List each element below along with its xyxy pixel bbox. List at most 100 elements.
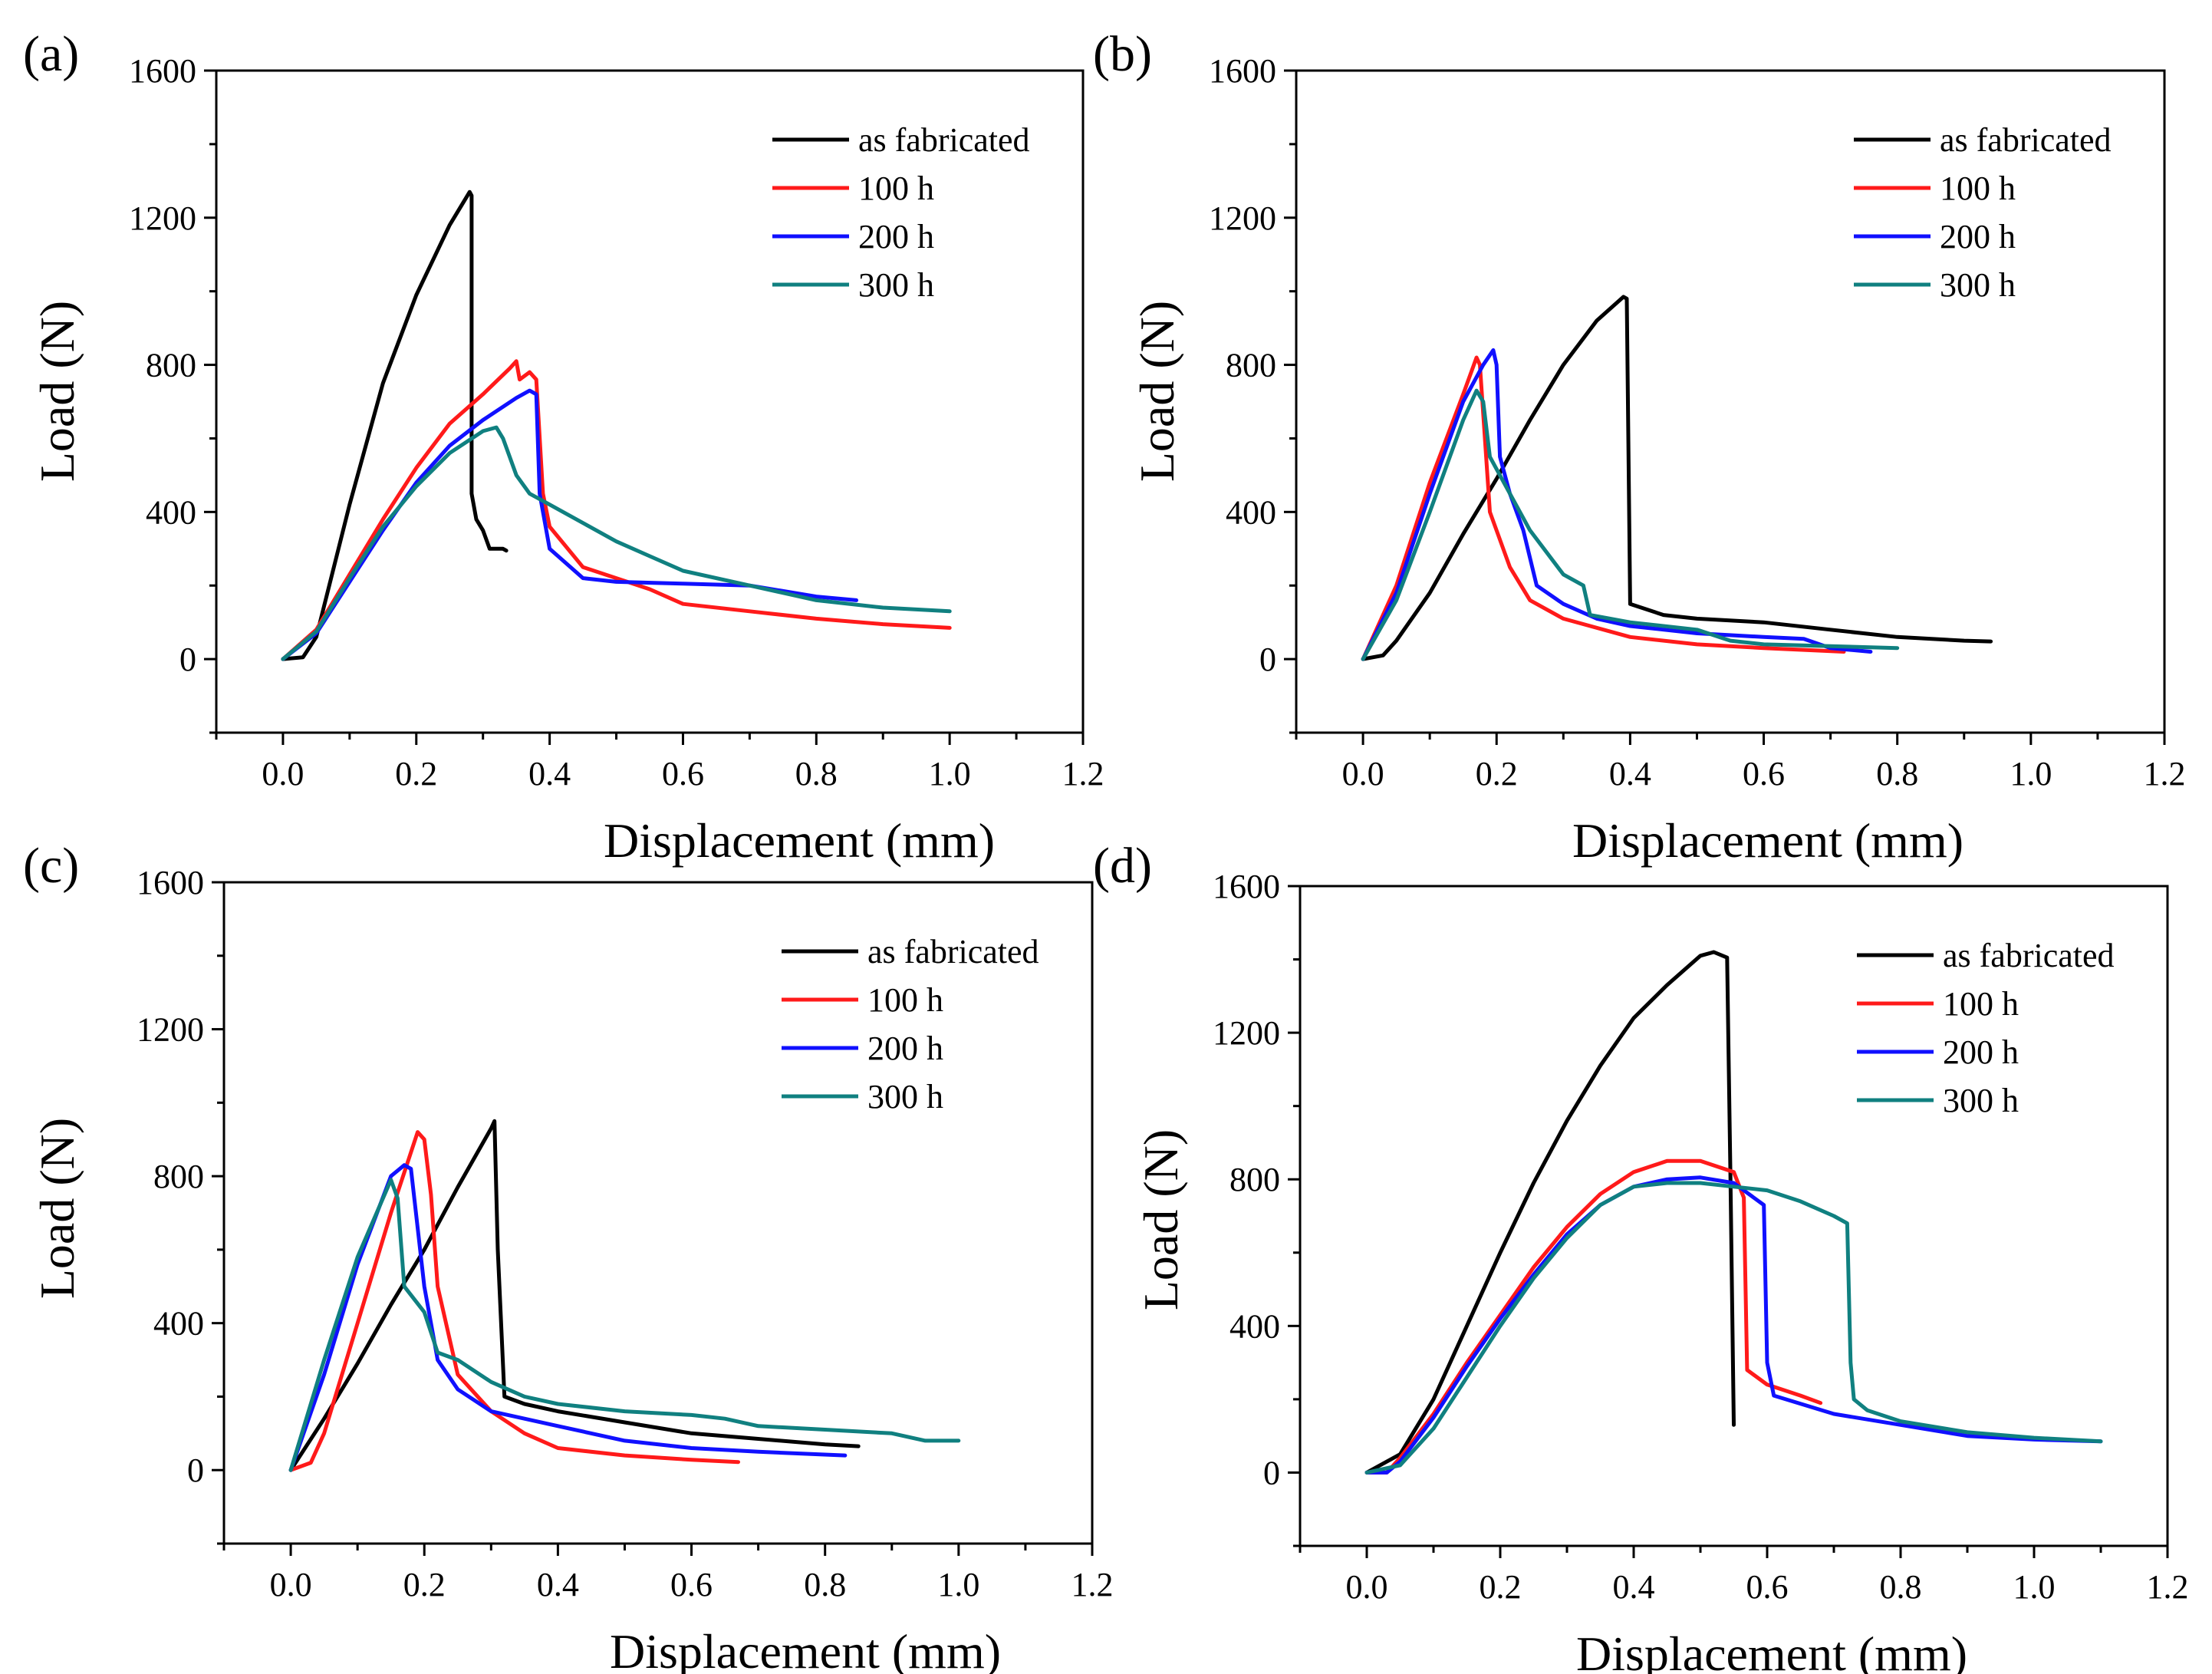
x-axis-title: Displacement (mm) bbox=[610, 1624, 1001, 1674]
plot-frame bbox=[215, 69, 1085, 734]
x-tick-label: 0.6 bbox=[670, 1566, 713, 1603]
legend-label: 200 h bbox=[858, 218, 934, 255]
series-line-1 bbox=[288, 1130, 740, 1472]
series-line-0 bbox=[1361, 295, 1993, 661]
legend-label: 200 h bbox=[867, 1030, 943, 1067]
y-tick-label: 800 bbox=[153, 1158, 204, 1195]
legend-label: 300 h bbox=[1943, 1082, 2019, 1119]
y-axis-title: Load (N) bbox=[1130, 301, 1184, 482]
y-tick-label: 1200 bbox=[1213, 1014, 1280, 1052]
y-tick-label: 0 bbox=[1263, 1454, 1280, 1491]
y-tick-label: 800 bbox=[146, 347, 196, 384]
series-line-1 bbox=[1364, 1158, 1823, 1475]
series-line-3 bbox=[1361, 388, 1900, 661]
y-tick-label: 800 bbox=[1226, 347, 1276, 384]
y-tick-label: 800 bbox=[1229, 1161, 1280, 1198]
legend-label: as fabricated bbox=[867, 933, 1039, 970]
y-axis-title: Load (N) bbox=[1134, 1129, 1188, 1310]
x-tick-label: 0.6 bbox=[662, 755, 704, 793]
series-line-0 bbox=[1364, 950, 1736, 1475]
x-axis-title: Displacement (mm) bbox=[1576, 1626, 1967, 1674]
x-tick-label: 0.4 bbox=[537, 1566, 579, 1603]
y-tick-label: 1200 bbox=[1209, 199, 1276, 237]
x-tick-label: 1.2 bbox=[1071, 1566, 1114, 1603]
legend-label: 300 h bbox=[858, 266, 934, 304]
x-tick-label: 0.8 bbox=[1876, 755, 1918, 793]
series-line-1 bbox=[1361, 355, 1846, 661]
panel-label: (c) bbox=[23, 838, 79, 894]
y-tick-label: 1600 bbox=[1213, 868, 1280, 905]
series-line-2 bbox=[1361, 348, 1873, 661]
legend-label: 200 h bbox=[1940, 218, 2016, 255]
series-line-3 bbox=[288, 1178, 961, 1472]
x-tick-label: 0.0 bbox=[262, 755, 304, 793]
x-tick-label: 1.2 bbox=[2144, 755, 2186, 793]
legend-label: 300 h bbox=[1940, 266, 2016, 304]
plot-frame bbox=[1299, 885, 2169, 1547]
series-line-3 bbox=[281, 425, 952, 661]
y-tick-label: 400 bbox=[153, 1305, 204, 1343]
panel-label: (b) bbox=[1093, 26, 1152, 82]
x-tick-label: 0.8 bbox=[1880, 1568, 1922, 1606]
x-tick-label: 0.8 bbox=[795, 755, 838, 793]
legend-label: 200 h bbox=[1943, 1033, 2019, 1071]
y-axis-title: Load (N) bbox=[30, 1118, 84, 1299]
x-tick-label: 1.2 bbox=[1062, 755, 1104, 793]
y-tick-label: 0 bbox=[1259, 641, 1276, 678]
plot-frame bbox=[1295, 69, 2166, 734]
x-tick-label: 1.0 bbox=[2010, 755, 2052, 793]
y-tick-label: 400 bbox=[146, 493, 196, 531]
y-tick-label: 0 bbox=[179, 641, 196, 678]
x-tick-label: 0.2 bbox=[1480, 1568, 1522, 1606]
legend-label: as fabricated bbox=[858, 121, 1030, 159]
plot-frame bbox=[222, 881, 1094, 1545]
series-line-0 bbox=[288, 1119, 861, 1472]
y-tick-label: 400 bbox=[1229, 1307, 1280, 1345]
y-tick-label: 1600 bbox=[129, 52, 196, 90]
x-tick-label: 0.6 bbox=[1746, 1568, 1789, 1606]
x-tick-label: 0.4 bbox=[1609, 755, 1651, 793]
x-tick-label: 1.0 bbox=[2013, 1568, 2056, 1606]
legend-label: as fabricated bbox=[1940, 121, 2112, 159]
x-axis-title: Displacement (mm) bbox=[604, 813, 995, 868]
x-tick-label: 1.0 bbox=[937, 1566, 979, 1603]
x-tick-label: 0.6 bbox=[1743, 755, 1785, 793]
chart-panel: (b) 0.0 0.2 0.4 0.6 0.8 1.0 1.2 0 400 800 1200 1600 D… bbox=[1093, 26, 2186, 868]
x-axis-title: Displacement (mm) bbox=[1572, 813, 1963, 868]
legend-label: 100 h bbox=[858, 170, 934, 207]
panel-label: (a) bbox=[23, 26, 79, 82]
x-tick-label: 0.2 bbox=[395, 755, 437, 793]
y-axis-title: Load (N) bbox=[30, 301, 84, 482]
series-line-2 bbox=[281, 388, 858, 661]
y-tick-label: 1600 bbox=[137, 864, 204, 901]
x-tick-label: 1.2 bbox=[2147, 1568, 2189, 1606]
series-line-2 bbox=[1364, 1175, 2103, 1475]
series-line-3 bbox=[1364, 1181, 2103, 1475]
y-tick-label: 400 bbox=[1226, 493, 1276, 531]
series-line-1 bbox=[281, 359, 952, 661]
x-tick-label: 0.0 bbox=[270, 1566, 312, 1603]
legend-label: 100 h bbox=[1943, 985, 2019, 1023]
x-tick-label: 0.4 bbox=[528, 755, 571, 793]
x-tick-label: 0.2 bbox=[403, 1566, 446, 1603]
x-tick-label: 0.2 bbox=[1476, 755, 1518, 793]
y-tick-label: 1200 bbox=[129, 199, 196, 237]
x-tick-label: 0.4 bbox=[1613, 1568, 1655, 1606]
x-tick-label: 1.0 bbox=[929, 755, 971, 793]
legend-label: as fabricated bbox=[1943, 937, 2115, 974]
panel-label: (d) bbox=[1093, 838, 1152, 894]
x-tick-label: 0.8 bbox=[804, 1566, 846, 1603]
x-tick-label: 0.0 bbox=[1346, 1568, 1388, 1606]
legend-label: 100 h bbox=[1940, 170, 2016, 207]
legend-label: 100 h bbox=[867, 981, 943, 1019]
series-line-0 bbox=[281, 189, 509, 661]
chart-panel: (d) 0.0 0.2 0.4 0.6 0.8 1.0 1.2 0 400 800 1200 1600 D… bbox=[1093, 838, 2189, 1674]
y-tick-label: 1600 bbox=[1209, 52, 1276, 90]
x-tick-label: 0.0 bbox=[1342, 755, 1384, 793]
y-tick-label: 1200 bbox=[137, 1011, 204, 1049]
legend-label: 300 h bbox=[867, 1078, 943, 1115]
chart-panel: (c) 0.0 0.2 0.4 0.6 0.8 1.0 1.2 0 400 800 1200 1600 D… bbox=[23, 838, 1114, 1674]
chart-panel: (a) 0.0 0.2 0.4 0.6 0.8 1.0 1.2 0 400 800 1200 1600 D… bbox=[23, 26, 1104, 868]
y-tick-label: 0 bbox=[187, 1452, 204, 1489]
